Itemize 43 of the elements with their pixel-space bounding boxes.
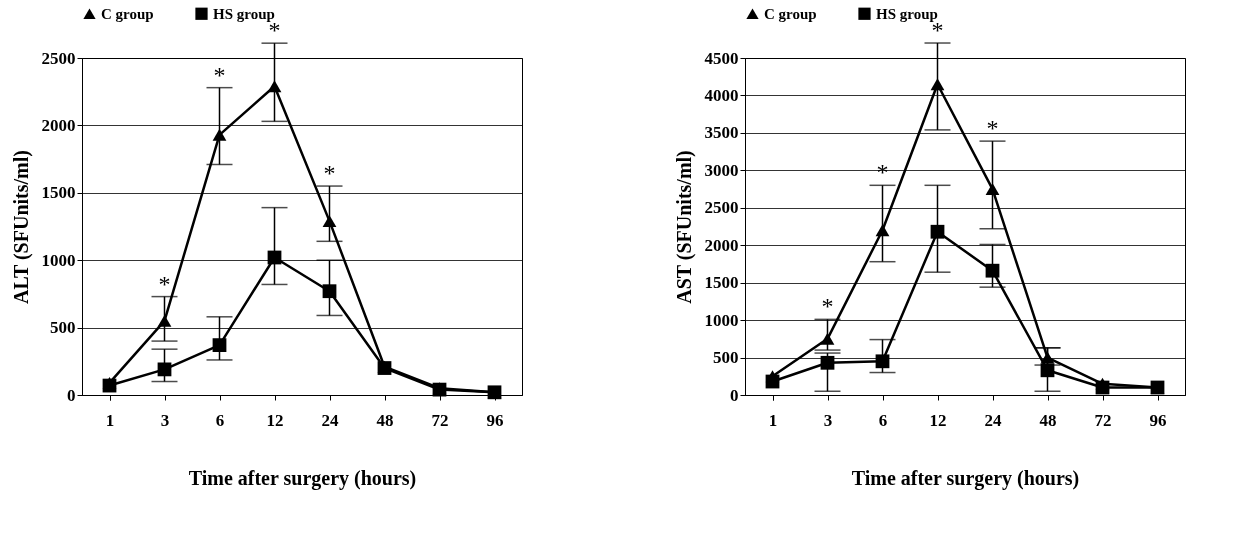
annotation: * <box>821 293 834 320</box>
annotation: * <box>213 61 226 88</box>
y-tick-label: 4500 <box>704 48 739 68</box>
y-tick-label: 0 <box>67 385 76 405</box>
y-tick-label: 500 <box>50 318 76 338</box>
x-tick-label: 24 <box>321 410 339 430</box>
y-tick-label: 3000 <box>704 160 739 180</box>
x-tick-label: 6 <box>878 410 888 430</box>
y-tick-label: 2500 <box>41 48 76 68</box>
y-tick-label: 0 <box>730 385 739 405</box>
y-tick-label: 2000 <box>704 235 739 255</box>
x-tick-label: 6 <box>215 410 225 430</box>
x-tick-label: 96 <box>1149 410 1167 430</box>
x-axis-title: Time after surgery (hours) <box>188 466 417 490</box>
y-tick-label: 1500 <box>41 183 76 203</box>
x-tick-label: 96 <box>486 410 504 430</box>
x-tick-label: 12 <box>929 410 947 430</box>
y-tick-label: 2000 <box>41 115 76 135</box>
y-tick-label: 4000 <box>704 85 739 105</box>
y-tick-label: 1000 <box>41 250 76 270</box>
y-tick-label: 3500 <box>704 123 739 143</box>
y-tick-label: 2500 <box>704 198 739 218</box>
x-tick-label: 48 <box>1039 410 1057 430</box>
x-tick-label: 3 <box>160 410 170 430</box>
x-tick-label: 3 <box>823 410 833 430</box>
legend-label: C group <box>101 5 154 22</box>
y-axis-title: AST (SFUnits/ml) <box>672 150 696 304</box>
x-tick-label: 1 <box>105 410 115 430</box>
y-tick-label: 1000 <box>704 310 739 330</box>
y-tick-label: 1500 <box>704 273 739 293</box>
x-tick-label: 1 <box>768 410 778 430</box>
annotation: * <box>158 270 171 297</box>
y-tick-label: 500 <box>713 348 739 368</box>
legend-label: C group <box>764 5 817 22</box>
annotation: * <box>986 115 999 142</box>
x-tick-label: 72 <box>1094 410 1112 430</box>
x-tick-label: 24 <box>984 410 1002 430</box>
y-axis-title: ALT (SFUnits/ml) <box>9 150 33 304</box>
x-tick-label: 48 <box>376 410 394 430</box>
x-axis-title: Time after surgery (hours) <box>851 466 1080 490</box>
annotation: * <box>323 160 336 187</box>
x-tick-label: 12 <box>266 410 284 430</box>
x-tick-label: 72 <box>431 410 449 430</box>
